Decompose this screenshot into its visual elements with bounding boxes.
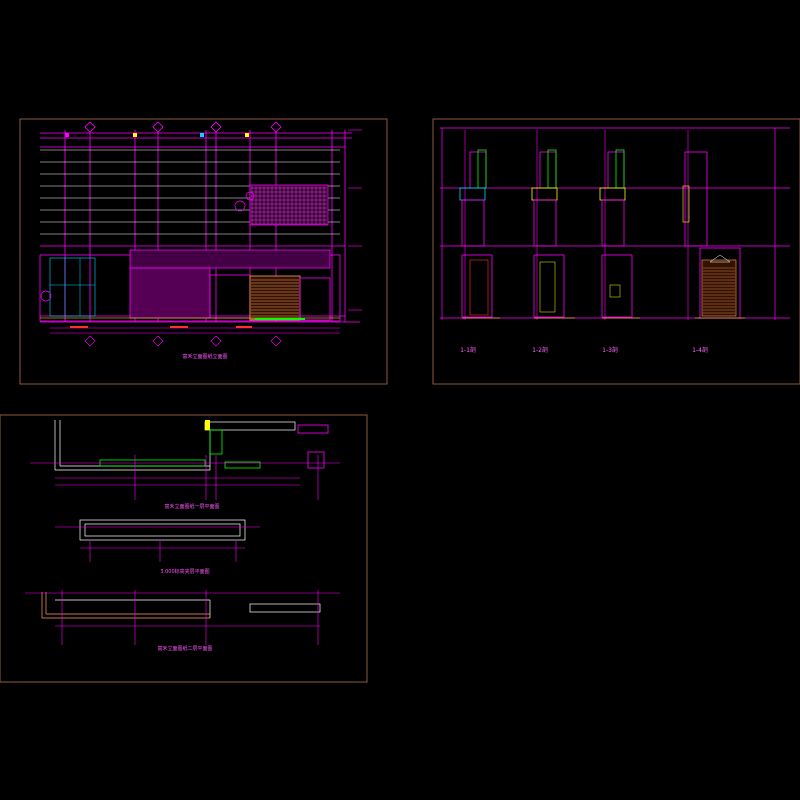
plan-middle: 3.000标高夹层平面图 bbox=[55, 519, 260, 575]
bottom-dimensions bbox=[50, 327, 340, 347]
hatched-panel-upper bbox=[249, 184, 329, 226]
sections-frame bbox=[432, 118, 800, 385]
plan-top-title: 富禾立面图纸一层平面图 bbox=[164, 503, 219, 510]
level-tags-right bbox=[348, 129, 362, 311]
side-window bbox=[299, 277, 331, 321]
section-1-2 bbox=[531, 149, 575, 319]
plans-sheet: 富禾立面图纸一层平面图 3.000标高夹层平面图 bbox=[0, 414, 368, 683]
top-plan-yellow-mark bbox=[205, 420, 210, 430]
bottom-dim-text bbox=[70, 326, 252, 328]
section-1-4 bbox=[682, 151, 745, 319]
plan-top: 富禾立面图纸一层平面图 bbox=[30, 420, 340, 510]
section-4-wood-lines bbox=[703, 267, 735, 314]
plans-frame bbox=[0, 414, 368, 683]
left-window-mullions bbox=[50, 258, 95, 316]
sections-sheet: 1-1剖 1-2剖 1-3剖 1-4剖 bbox=[432, 118, 800, 385]
top-marker-dots bbox=[65, 133, 249, 137]
elevation-frame bbox=[19, 118, 388, 385]
plan-middle-title: 3.000标高夹层平面图 bbox=[160, 568, 209, 575]
elevation-side-tags bbox=[40, 191, 255, 302]
section-1-3 bbox=[599, 149, 640, 319]
signage-band bbox=[129, 249, 331, 269]
left-window-block bbox=[49, 257, 96, 317]
elevation-sheet: 富禾立面图纸立面图 bbox=[19, 118, 388, 385]
section-label-3: 1-3剖 bbox=[602, 346, 618, 354]
plan-bottom: 富禾立面图纸二层平面图 bbox=[25, 590, 340, 652]
ground-strip bbox=[255, 318, 305, 320]
section-label-2: 1-2剖 bbox=[532, 346, 548, 354]
elevation-title: 富禾立面图纸立面图 bbox=[182, 353, 227, 360]
section-1-1 bbox=[459, 149, 500, 319]
section-label-4: 1-4剖 bbox=[692, 346, 708, 354]
section-label-1: 1-1剖 bbox=[460, 346, 476, 354]
hatch-grid-upper bbox=[251, 186, 327, 225]
patterned-wall bbox=[129, 267, 211, 319]
section-verticals bbox=[464, 130, 689, 320]
plan-bottom-title: 富禾立面图纸二层平面图 bbox=[157, 645, 212, 652]
